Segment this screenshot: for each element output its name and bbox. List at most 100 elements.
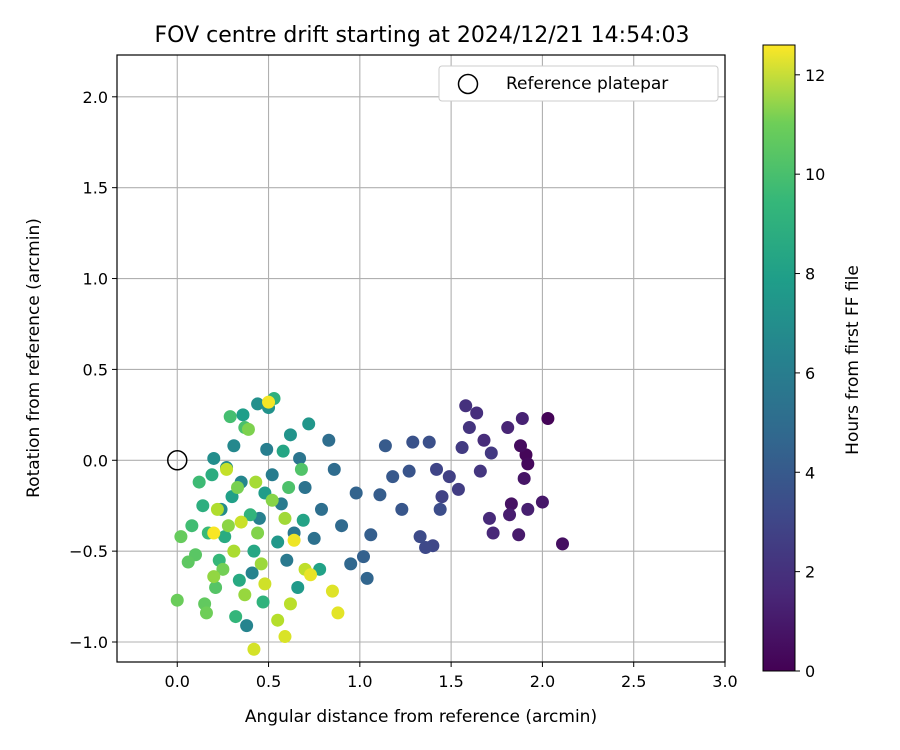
scatter-point bbox=[430, 462, 444, 476]
scatter-point bbox=[283, 597, 297, 611]
scatter-point bbox=[265, 493, 279, 507]
scatter-point bbox=[223, 410, 237, 424]
scatter-point bbox=[207, 526, 221, 540]
scatter-point bbox=[473, 464, 487, 478]
scatter-point bbox=[232, 573, 246, 587]
y-axis-label: Rotation from reference (arcmin) bbox=[24, 218, 44, 498]
scatter-point bbox=[307, 531, 321, 545]
scatter-point bbox=[302, 417, 316, 431]
scatter-point bbox=[209, 580, 223, 594]
scatter-point bbox=[304, 568, 318, 582]
scatter-point bbox=[521, 502, 535, 516]
scatter-point bbox=[227, 439, 241, 453]
scatter-point bbox=[373, 488, 387, 502]
scatter-point bbox=[419, 541, 433, 555]
scatter-point bbox=[435, 490, 449, 504]
legend-box bbox=[438, 65, 719, 102]
scatter-point bbox=[541, 411, 555, 425]
y-tick-label: −0.5 bbox=[69, 542, 108, 561]
scatter-point bbox=[174, 530, 188, 544]
scatter-point bbox=[170, 593, 184, 607]
y-tick-label: 0.0 bbox=[83, 451, 108, 470]
colorbar-label: Hours from first FF file bbox=[843, 265, 863, 455]
scatter-point bbox=[298, 481, 312, 495]
scatter-point bbox=[280, 553, 294, 567]
x-tick-label: 0.0 bbox=[165, 672, 190, 691]
scatter-point bbox=[470, 406, 484, 420]
y-tick-label: 1.5 bbox=[83, 179, 108, 198]
scatter-point bbox=[406, 435, 420, 449]
scatter-point bbox=[413, 530, 427, 544]
scatter-point bbox=[462, 421, 476, 435]
scatter-point bbox=[386, 470, 400, 484]
scatter-point bbox=[282, 481, 296, 495]
colorbar-tick-label: 4 bbox=[805, 463, 815, 482]
x-tick-label: 2.0 bbox=[530, 672, 555, 691]
grid-lines bbox=[117, 55, 726, 662]
scatter-point bbox=[325, 584, 339, 598]
scatter-point bbox=[287, 533, 301, 547]
scatter-point bbox=[262, 395, 276, 409]
scatter-point bbox=[484, 446, 498, 460]
scatter-point bbox=[378, 439, 392, 453]
y-tick-label: 1.0 bbox=[83, 270, 108, 289]
scatter-point bbox=[356, 550, 370, 564]
scatter-point bbox=[327, 462, 341, 476]
scatter-point bbox=[258, 577, 272, 591]
scatter-point bbox=[521, 457, 535, 471]
scatter-point bbox=[236, 408, 250, 422]
scatter-point bbox=[199, 606, 213, 620]
scatter-point bbox=[314, 502, 328, 516]
legend-label: Reference platepar bbox=[506, 74, 668, 94]
data-points bbox=[170, 391, 570, 656]
scatter-point bbox=[227, 544, 241, 558]
y-axis-ticks: −1.0 −0.5 0.0 0.5 1.0 1.5 2.0 bbox=[69, 88, 117, 652]
scatter-point bbox=[271, 535, 285, 549]
scatter-point bbox=[218, 530, 232, 544]
scatter-point bbox=[291, 580, 305, 594]
scatter-point bbox=[210, 502, 224, 516]
scatter-point bbox=[535, 495, 549, 509]
scatter-point bbox=[504, 497, 518, 511]
scatter-point bbox=[251, 397, 265, 411]
y-tick-label: −1.0 bbox=[69, 633, 108, 652]
scatter-point bbox=[433, 502, 447, 516]
scatter-point bbox=[278, 630, 292, 644]
scatter-point bbox=[207, 451, 221, 465]
scatter-point bbox=[229, 610, 243, 624]
scatter-point bbox=[185, 519, 199, 533]
scatter-point bbox=[459, 399, 473, 413]
colorbar: 0 2 4 6 8 10 12 Hours from first FF file bbox=[762, 44, 863, 681]
scatter-point bbox=[278, 511, 292, 525]
scatter-point bbox=[243, 508, 257, 522]
x-axis-label: Angular distance from reference (arcmin) bbox=[245, 707, 597, 727]
colorbar-tick-label: 6 bbox=[805, 364, 815, 383]
scatter-point bbox=[360, 571, 374, 585]
colorbar-tick-label: 10 bbox=[805, 165, 825, 184]
scatter-point bbox=[192, 475, 206, 489]
scatter-point bbox=[240, 619, 254, 633]
reference-platepar-marker bbox=[167, 450, 188, 471]
scatter-point bbox=[256, 595, 270, 609]
scatter-point bbox=[254, 557, 268, 571]
scatter-point bbox=[422, 435, 436, 449]
scatter-point bbox=[501, 421, 515, 435]
scatter-point bbox=[207, 570, 221, 584]
scatter-point bbox=[395, 502, 409, 516]
y-tick-label: 0.5 bbox=[83, 360, 108, 379]
scatter-point bbox=[220, 462, 234, 476]
x-tick-label: 1.5 bbox=[438, 672, 463, 691]
colorbar-tick-label: 8 bbox=[805, 265, 815, 284]
scatter-point bbox=[247, 544, 261, 558]
scatter-point bbox=[216, 562, 230, 576]
scatter-point bbox=[276, 444, 290, 458]
scatter-point bbox=[514, 439, 528, 453]
legend-marker-icon bbox=[457, 73, 479, 95]
scatter-point bbox=[245, 566, 259, 580]
colorbar-tick-label: 12 bbox=[805, 66, 825, 85]
colorbar-gradient bbox=[762, 44, 796, 672]
scatter-point bbox=[196, 499, 210, 513]
x-tick-label: 0.5 bbox=[256, 672, 281, 691]
scatter-point bbox=[349, 486, 363, 500]
scatter-point bbox=[556, 537, 570, 551]
